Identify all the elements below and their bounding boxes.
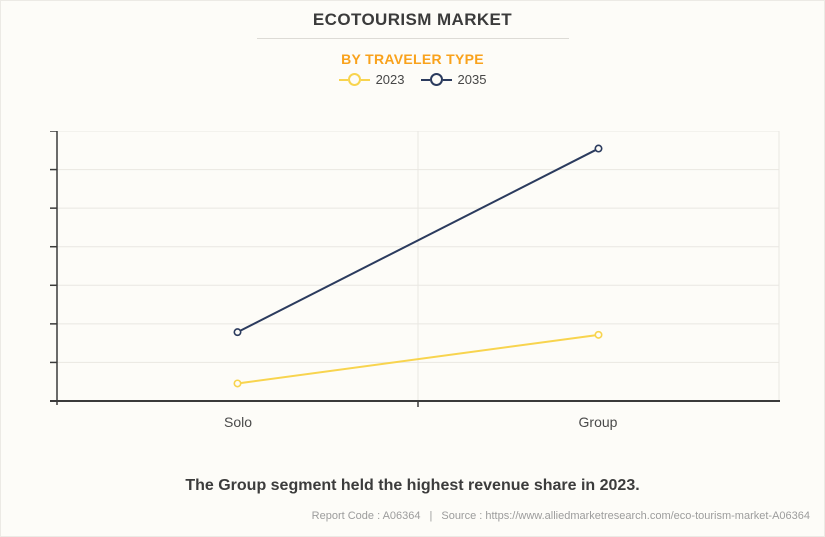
x-axis-label-group: Group [578,414,618,430]
source-url: Source : https://www.alliedmarketresearc… [441,510,810,522]
page-title: ECOTOURISM MARKET [312,10,513,29]
report-code: Report Code : A06364 [311,510,421,522]
legend-marker-2035-icon [420,73,452,86]
footer-separator: | [429,510,433,522]
title-divider [256,38,569,39]
legend-marker-2023-icon [338,73,370,86]
legend-item-2023[interactable]: 2023 [338,72,405,87]
chart-subtitle: BY TRAVELER TYPE [341,51,484,67]
legend-label-2035: 2035 [457,72,487,87]
x-axis-label-solo: Solo [223,414,253,430]
footer-bar: Report Code : A06364 | Source : https://… [1,510,810,522]
insight-text: The Group segment held the highest reven… [185,477,640,494]
legend-item-2035[interactable]: 2035 [420,72,487,87]
legend-label-2023: 2023 [375,72,405,87]
chart-canvas [50,130,780,407]
plot-area [47,130,789,420]
chart-legend: 2023 2035 [1,72,824,87]
